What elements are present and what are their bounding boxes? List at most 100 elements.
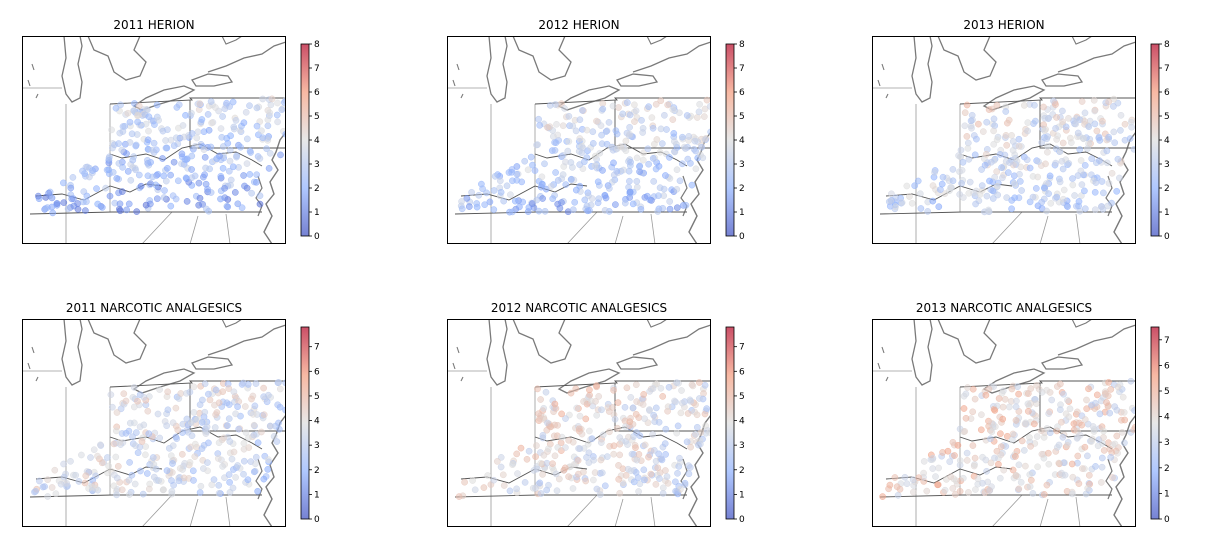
data-point xyxy=(1105,133,1112,141)
data-point xyxy=(1088,438,1095,445)
colorbar-tick-label: 5 xyxy=(1164,387,1170,397)
data-point xyxy=(640,466,648,474)
data-point xyxy=(573,404,581,412)
data-point xyxy=(576,161,584,168)
data-point xyxy=(264,466,272,473)
data-point xyxy=(60,460,67,468)
data-point xyxy=(521,157,529,165)
data-point xyxy=(1000,466,1008,474)
data-point xyxy=(175,477,183,485)
data-point xyxy=(142,201,150,209)
data-point xyxy=(664,403,672,411)
data-point xyxy=(199,200,206,208)
colorbar-tick-label: 2 xyxy=(739,184,745,194)
data-point xyxy=(497,188,505,196)
data-point xyxy=(533,442,540,449)
data-point xyxy=(273,111,281,119)
data-point xyxy=(70,202,78,210)
lake-erie-outline xyxy=(982,368,1046,394)
data-point xyxy=(575,425,583,433)
colorbar-tick-label: 7 xyxy=(1164,64,1170,74)
data-point xyxy=(110,482,118,490)
scatter-points xyxy=(31,379,286,500)
data-point xyxy=(1081,187,1088,195)
data-point xyxy=(951,452,958,459)
data-point xyxy=(64,205,72,213)
data-point xyxy=(633,456,641,464)
data-point xyxy=(1069,473,1077,481)
data-point xyxy=(572,186,580,194)
data-point xyxy=(612,201,619,208)
data-point xyxy=(1055,459,1063,467)
data-point xyxy=(1111,403,1119,410)
data-point xyxy=(640,149,647,157)
data-point xyxy=(652,165,660,173)
data-point xyxy=(89,167,96,174)
data-point xyxy=(1098,178,1106,185)
data-point xyxy=(672,487,679,495)
panel-title: 2012 NARCOTIC ANALGESICS xyxy=(490,301,668,315)
data-point xyxy=(134,118,141,126)
data-point xyxy=(632,381,640,389)
data-point xyxy=(113,409,121,416)
data-point xyxy=(129,433,136,441)
data-point xyxy=(961,109,969,117)
data-point xyxy=(1085,385,1092,393)
data-point xyxy=(685,470,693,478)
data-point xyxy=(490,187,498,194)
data-point xyxy=(144,156,151,164)
data-point xyxy=(896,485,904,493)
data-point xyxy=(1015,461,1023,469)
data-point xyxy=(534,141,541,149)
data-point xyxy=(1046,172,1054,180)
data-point xyxy=(591,152,599,160)
data-point xyxy=(1097,479,1105,486)
data-point xyxy=(567,389,575,397)
data-point xyxy=(678,160,686,168)
colorbar-tick-label: 4 xyxy=(739,136,745,146)
data-point xyxy=(590,456,597,464)
data-point xyxy=(986,177,993,185)
data-point xyxy=(126,419,134,427)
colorbar-tick-label: 4 xyxy=(314,136,320,146)
panel-title: 2011 HERION xyxy=(113,18,195,32)
data-point xyxy=(910,482,918,489)
data-point xyxy=(102,184,110,192)
data-point xyxy=(270,433,278,440)
data-point xyxy=(593,411,601,419)
data-point xyxy=(1018,187,1025,194)
data-point xyxy=(599,105,607,113)
data-point xyxy=(923,487,931,495)
colorbar-tick-label: 3 xyxy=(739,160,745,170)
data-point xyxy=(264,116,272,124)
data-point xyxy=(1043,207,1050,215)
data-point xyxy=(639,129,647,136)
data-point xyxy=(578,430,586,438)
data-point xyxy=(652,481,660,488)
data-point xyxy=(152,181,160,189)
data-point xyxy=(1008,385,1016,393)
colorbar-tick-label: 5 xyxy=(739,112,745,122)
data-point xyxy=(1003,194,1011,201)
data-point xyxy=(113,175,121,182)
colorbar-tick-label: 6 xyxy=(314,88,320,98)
data-point xyxy=(524,208,532,215)
data-point xyxy=(1081,443,1089,451)
data-point xyxy=(645,160,652,168)
data-point xyxy=(535,115,542,123)
data-point xyxy=(647,470,655,478)
data-point xyxy=(676,109,683,117)
data-point xyxy=(468,188,475,196)
data-point xyxy=(241,182,248,190)
data-point xyxy=(1053,383,1061,390)
data-point xyxy=(605,119,613,126)
data-point xyxy=(48,194,56,202)
data-point xyxy=(658,140,666,147)
data-point xyxy=(1058,418,1065,426)
data-point xyxy=(949,438,957,446)
colorbar-tick-label: 1 xyxy=(1164,489,1170,499)
data-point xyxy=(678,387,685,394)
data-point xyxy=(993,182,1001,190)
data-point xyxy=(1045,410,1053,417)
data-point xyxy=(965,155,973,163)
